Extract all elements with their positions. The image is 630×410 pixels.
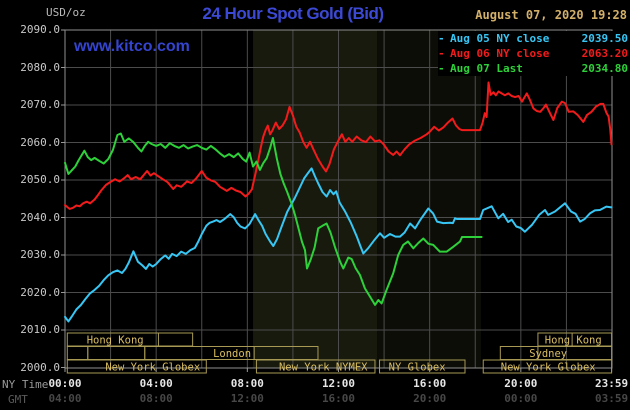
gmt-time-label: 00:00 [504, 392, 538, 405]
gmt-time-label: 08:00 [139, 392, 173, 405]
y-axis-label: 2070.0 [20, 98, 60, 111]
gmt-time-label: 20:00 [413, 392, 447, 405]
legend-series-label: Aug 06 NY close [450, 47, 550, 60]
series-line-aug-05 [64, 167, 613, 323]
session-label: New York NYMEX [279, 362, 368, 374]
session-box [87, 346, 146, 360]
ny-time-label: 20:00 [504, 377, 538, 390]
session-shade-band [377, 30, 481, 368]
y-axis-label: 2000.0 [20, 360, 60, 374]
gmt-time-label: 03:59 [595, 392, 629, 405]
legend-line-marker: - [438, 32, 445, 45]
gmt-time-label: 12:00 [230, 392, 264, 405]
legend-series-value: 2034.80 [581, 62, 628, 75]
session-label: Hong Kong [545, 335, 602, 347]
legend-series-value: 2039.50 [581, 32, 628, 45]
session-box [66, 346, 89, 360]
gmt-time-label: 16:00 [321, 392, 356, 405]
legend-entry: - Aug 05 NY close 2039.50 [438, 31, 628, 46]
ny-time-label: 00:00 [48, 377, 82, 390]
y-axis-label: 2030.0 [20, 248, 60, 261]
session-label: Sydney [529, 348, 567, 360]
session-shade-band [253, 30, 378, 368]
legend-line-marker: - [438, 47, 445, 60]
gmt-caption: GMT [8, 393, 28, 406]
y-axis-label: 2090.0 [20, 23, 60, 36]
legend-series-label: Aug 07 Last [450, 62, 523, 75]
session-box [144, 346, 319, 360]
legend-entry: - Aug 07 Last 2034.80 [438, 61, 628, 76]
ny-time-label: 23:59 [595, 377, 629, 390]
legend-series-value: 2063.20 [581, 47, 628, 60]
ny-time-label: 12:00 [321, 377, 356, 390]
y-axis-label: 2080.0 [20, 60, 60, 74]
session-label: NY Globex [389, 362, 446, 374]
session-box [482, 359, 613, 374]
session-box [66, 359, 207, 374]
y-axis-label: 2050.0 [20, 173, 60, 186]
y-axis-label: 2040.0 [20, 210, 60, 224]
chart-legend: - Aug 05 NY close 2039.50- Aug 06 NY close 2… [438, 31, 628, 76]
session-label: London [213, 348, 251, 360]
legend-entry: - Aug 06 NY close 2063.20 [438, 46, 628, 61]
gmt-time-label: 04:00 [48, 392, 82, 405]
y-axis-label: 2060.0 [20, 135, 60, 149]
y-axis-label: 2010.0 [20, 323, 60, 336]
ny-time-label: 16:00 [413, 377, 447, 390]
chart-datetime: August 07, 2020 19:28 [475, 8, 627, 22]
legend-line-marker: - [438, 62, 445, 75]
kitco-watermark-link[interactable]: www.kitco.com [74, 38, 190, 55]
series-line-aug-07 [64, 132, 483, 306]
session-box [255, 359, 376, 374]
session-box [379, 359, 466, 374]
y-axis-label: 2020.0 [20, 285, 60, 299]
session-label: Hong Kong [87, 335, 144, 347]
series-line-aug-06 [64, 81, 613, 210]
ny-time-caption: NY Time [2, 378, 49, 391]
y-axis-unit-label: USD/oz [46, 6, 86, 19]
ny-time-label: 04:00 [139, 377, 173, 390]
page-title: 24 Hour Spot Gold (Bid) [202, 4, 384, 23]
legend-series-label: Aug 05 NY close [450, 32, 550, 45]
session-label: New York Globex [501, 362, 596, 374]
session-label: New York Globex [105, 362, 200, 374]
ny-time-label: 08:00 [230, 377, 264, 390]
